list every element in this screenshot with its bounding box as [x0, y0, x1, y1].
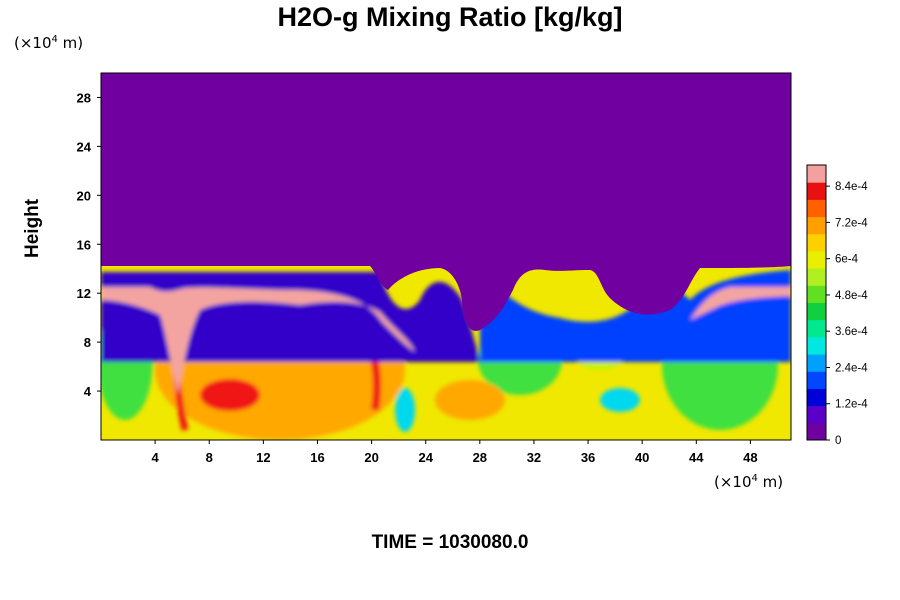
y-axis-ticks: 4 8 12 16 20 24 28 [77, 90, 101, 399]
dry-upper-layer [101, 73, 791, 331]
y-axis-unit: (×104 m) [14, 34, 84, 52]
colorbar-swatch [807, 371, 826, 389]
colorbar-swatch [807, 388, 826, 407]
colorbar-swatch [807, 199, 826, 218]
plot-frame [100, 72, 792, 441]
colorbar-label: 6e-4 [835, 254, 859, 266]
x-tick-label: 44 [689, 450, 704, 465]
y-tick-label: 12 [77, 286, 91, 301]
x-tick-label: 28 [473, 450, 487, 465]
saturated-cap-right [690, 287, 791, 320]
colorbar-label: 1.2e-4 [835, 399, 868, 411]
colorbar-swatch [807, 268, 826, 286]
colorbar-swatch [807, 250, 826, 269]
x-tick-label: 24 [418, 450, 433, 465]
colorbar-swatch [807, 422, 826, 441]
mixing-ratio-field [101, 73, 791, 440]
colorbar: 0 1.2e-4 2.4e-4 3.6e-4 4.8e-4 6e-4 7.2e-4 8.4e-… [806, 164, 868, 447]
chart-title: H2O-g Mixing Ratio [kg/kg] [277, 2, 623, 32]
x-tick-label: 36 [581, 450, 595, 465]
y-tick-label: 20 [77, 188, 91, 203]
colorbar-swatch [807, 182, 826, 200]
colorbar-label: 4.8e-4 [835, 290, 868, 302]
x-tick-label: 32 [527, 450, 541, 465]
saturated-cap-left [101, 287, 415, 395]
x-tick-label: 8 [206, 450, 213, 465]
colorbar-label: 8.4e-4 [835, 181, 868, 193]
x-tick-label: 20 [364, 450, 378, 465]
x-tick-label: 4 [152, 450, 160, 465]
y-tick-label: 4 [84, 384, 92, 399]
colorbar-swatch [807, 165, 826, 183]
x-tick-label: 12 [256, 450, 270, 465]
colorbar-swatch [807, 233, 826, 252]
colorbar-swatch [807, 216, 826, 235]
cyan-pocket [600, 388, 640, 412]
vortex-core-left [200, 379, 260, 411]
colorbar-label: 0 [835, 435, 841, 447]
colorbar-frame [806, 164, 827, 441]
x-tick-label: 48 [743, 450, 757, 465]
boundary-right [480, 270, 791, 362]
time-label: TIME = 1030080.0 [371, 532, 529, 553]
colorbar-label: 2.4e-4 [835, 362, 868, 374]
x-axis-ticks: 4 8 12 16 20 24 28 32 36 40 44 48 [152, 440, 758, 465]
y-tick-label: 16 [77, 237, 91, 252]
x-axis-unit: (×104 m) [714, 473, 784, 491]
orange-patch [435, 380, 505, 420]
cyan-plume [395, 388, 415, 432]
colorbar-label: 3.6e-4 [835, 326, 868, 338]
x-tick-label: 40 [635, 450, 649, 465]
y-tick-label: 24 [77, 139, 92, 154]
field-layers [101, 270, 791, 440]
colorbar-swatch [807, 405, 826, 424]
y-tick-label: 8 [84, 335, 91, 350]
y-tick-label: 28 [77, 90, 91, 105]
colorbar-swatch [807, 354, 826, 372]
x-tick-label: 16 [310, 450, 324, 465]
colorbar-swatch [807, 302, 826, 321]
colorbar-swatch [807, 285, 826, 303]
colorbar-label: 7.2e-4 [835, 217, 868, 229]
colorbar-swatch [807, 336, 826, 355]
colorbar-swatch [807, 319, 826, 338]
